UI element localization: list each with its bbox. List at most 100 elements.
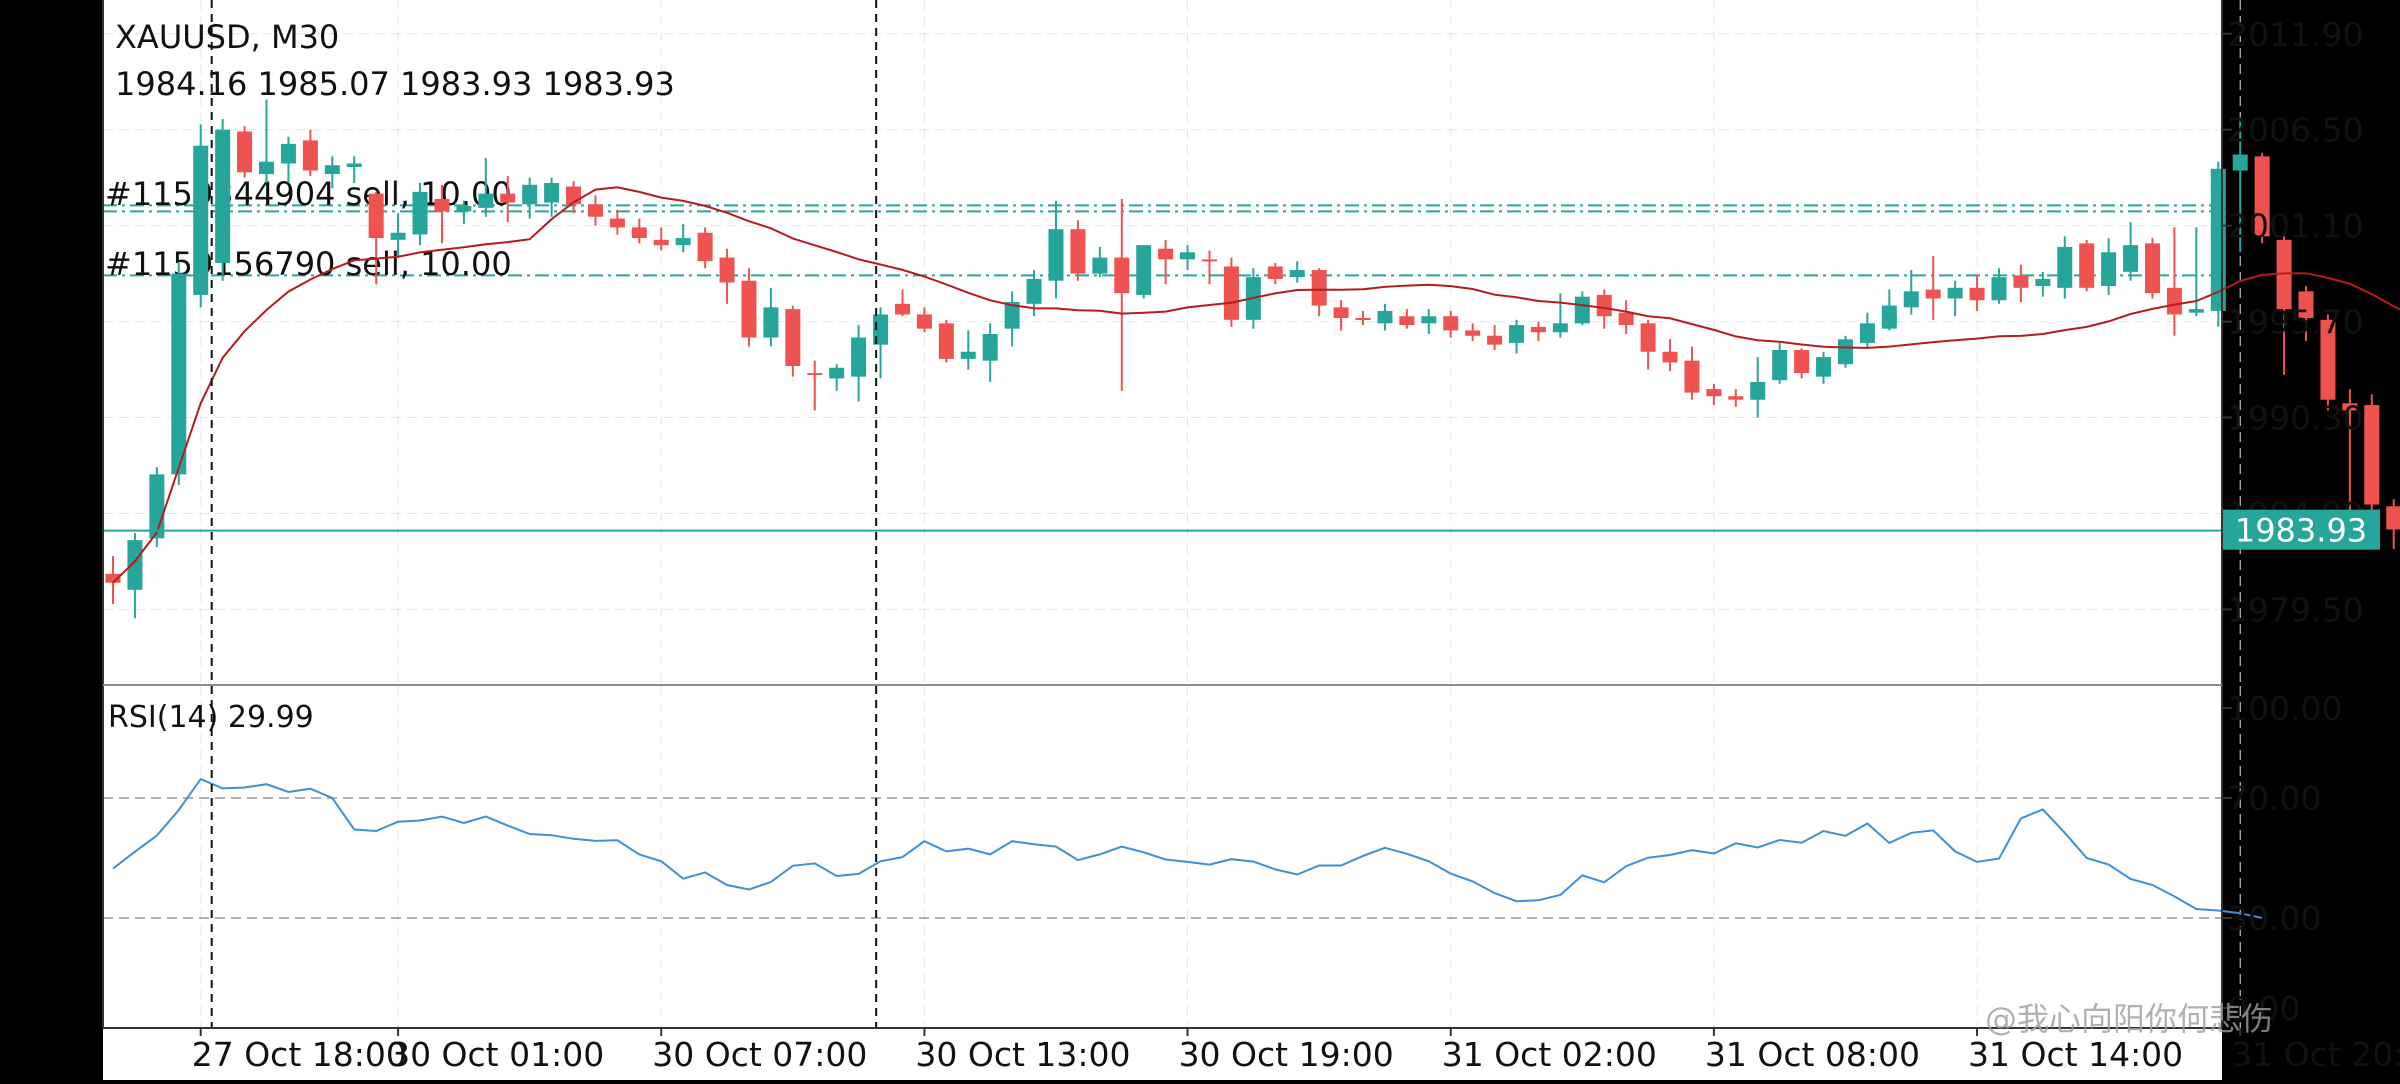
candle-body <box>1531 327 1546 332</box>
time-axis-label: 30 Oct 01:00 <box>389 1035 604 1074</box>
panel-separator <box>103 684 2222 686</box>
candle-body <box>2386 506 2400 529</box>
candle-body <box>1509 325 1524 343</box>
candle-body <box>2364 405 2379 504</box>
candle-body <box>2233 155 2248 171</box>
candle-body <box>763 307 778 337</box>
price-axis-label: 1979.50 <box>2227 590 2363 629</box>
candle-body <box>544 183 559 203</box>
candle-body <box>610 219 625 228</box>
candle-body <box>785 309 800 366</box>
candle-body <box>1838 339 1853 364</box>
candle-body <box>895 304 910 315</box>
candle-body <box>2013 275 2028 287</box>
candle-body <box>1180 252 1195 259</box>
watermark: @我心向阳你何悲伤 <box>1985 1000 2273 1038</box>
candle-body <box>1027 279 1042 304</box>
price-axis-label: 2001.10 <box>2227 207 2363 246</box>
candle-body <box>237 131 252 172</box>
candle-body <box>1991 277 2006 300</box>
candle-body <box>2189 309 2204 313</box>
current-price-tag-label: 1983.93 <box>2235 512 2367 550</box>
candle-body <box>1619 313 1634 325</box>
candle-body <box>939 323 954 359</box>
candle-body <box>917 314 932 328</box>
time-axis-label: 31 Oct 02:00 <box>1442 1035 1657 1074</box>
candle-body <box>2145 243 2160 293</box>
candle-body <box>1750 382 1765 400</box>
candle-body <box>1202 259 1217 261</box>
time-axis-label: 27 Oct 18:00 <box>192 1035 407 1074</box>
candle-body <box>698 233 713 261</box>
candle-body <box>1641 323 1656 351</box>
candle-body <box>1290 270 1305 277</box>
candle-body <box>303 140 318 170</box>
candle-body <box>1772 350 1787 380</box>
candle-body <box>676 238 691 245</box>
candle-body <box>193 146 208 295</box>
candle-body <box>522 185 537 205</box>
candle-body <box>961 352 976 359</box>
candle-body <box>588 204 603 216</box>
candle-body <box>215 130 230 263</box>
candle-body <box>1465 330 1480 335</box>
time-axis-label: 30 Oct 07:00 <box>652 1035 867 1074</box>
candle-body <box>149 474 164 538</box>
candle-body <box>1816 357 1831 377</box>
candle-body <box>1048 229 1063 281</box>
candle-body <box>1882 306 1897 329</box>
candle-body <box>171 274 186 475</box>
candle-body <box>1948 288 1963 299</box>
candle-body <box>369 194 384 238</box>
candle-body <box>1070 229 1085 273</box>
candle-body <box>478 194 493 208</box>
candle-body <box>391 233 406 240</box>
price-axis-label: 2006.50 <box>2227 111 2363 150</box>
candle-body <box>500 194 515 203</box>
candle-body <box>1312 270 1327 306</box>
candle-body <box>720 258 735 283</box>
candle-body <box>2167 288 2182 315</box>
candle-body <box>1904 291 1919 307</box>
time-axis-label: 30 Oct 13:00 <box>915 1035 1130 1074</box>
symbol-timeframe: XAUUSD, M30 <box>115 18 339 56</box>
candle-body <box>1553 323 1568 332</box>
candle-body <box>807 373 822 375</box>
candle-body <box>654 240 669 245</box>
rsi-axis-label: 30.00 <box>2227 899 2321 938</box>
time-axis-label: 31 Oct 08:00 <box>1705 1035 1920 1074</box>
candle-body <box>1268 266 1283 278</box>
candle-body <box>1970 288 1985 300</box>
candle-body <box>1158 249 1173 260</box>
candle-body <box>1728 396 1743 400</box>
candle-body <box>1860 323 1875 343</box>
candle-body <box>413 192 428 235</box>
candle-body <box>1334 307 1349 318</box>
price-axis-label: 1990.30 <box>2227 399 2363 438</box>
current-price-tag: 1983.93 <box>2223 510 2380 550</box>
candle-body <box>1421 316 1436 323</box>
candle-body <box>1487 336 1502 345</box>
candle-body <box>1356 318 1371 320</box>
candle-body <box>281 144 296 164</box>
candle-body <box>434 199 449 211</box>
candle-body <box>1663 352 1678 363</box>
candle-body <box>829 368 844 379</box>
candle-body <box>2057 247 2072 288</box>
candle-body <box>2123 245 2138 272</box>
candle-body <box>2079 243 2094 287</box>
time-axis-label: 30 Oct 19:00 <box>1179 1035 1394 1074</box>
order-label[interactable]: #1159156790 sell, 10.00 <box>105 245 512 283</box>
candle-body <box>325 165 340 174</box>
candle-body <box>127 540 142 590</box>
candle-body <box>1377 311 1392 323</box>
candle-body <box>1926 290 1941 299</box>
price-axis-label: 1995.70 <box>2227 303 2363 342</box>
candle-body <box>1092 258 1107 274</box>
ohlc-values: 1984.16 1985.07 1983.93 1983.93 <box>115 65 675 103</box>
candle-body <box>1136 245 1151 295</box>
order-label[interactable]: #1159344904 sell, 10.00 <box>105 175 512 213</box>
time-axis-label: 31 Oct 20:00 <box>2231 1035 2400 1074</box>
